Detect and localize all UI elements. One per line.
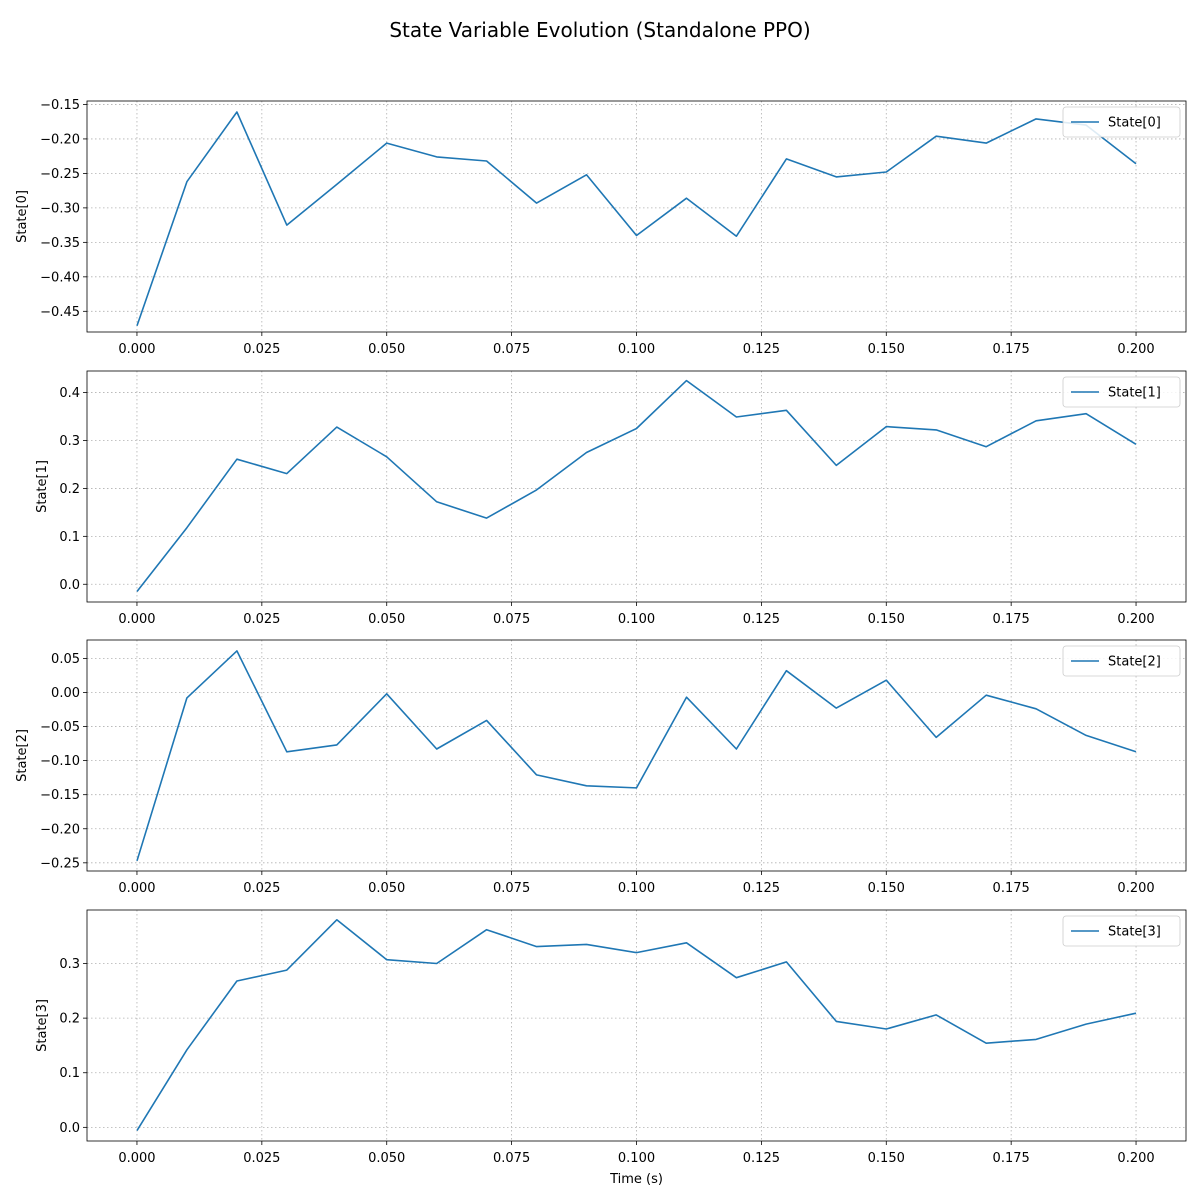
y-tick-label: 0.1 [59, 530, 80, 545]
y-tick-label: −0.10 [40, 754, 80, 769]
x-tick-label: 0.075 [493, 881, 530, 896]
x-tick-label: 0.150 [868, 881, 905, 896]
x-tick-label: 0.125 [743, 612, 780, 627]
legend-box [1062, 915, 1181, 947]
x-tick-label: 0.025 [243, 342, 280, 357]
y-tick-label: 0.2 [59, 1012, 80, 1027]
legend-label: State[1] [1108, 386, 1161, 401]
subplot-2: 0.000 0.025 0.050 0.075 0.100 0.125 0.150 0.175… [15, 639, 1187, 896]
legend-label: State[3] [1108, 925, 1161, 940]
y-tick-label: −0.35 [40, 236, 80, 251]
x-tick-label: 0.050 [368, 1151, 405, 1166]
y-tick-label: 0.0 [59, 578, 80, 593]
x-tick-label: 0.200 [1117, 881, 1154, 896]
x-tick-label: 0.150 [868, 612, 905, 627]
x-tick-label: 0.075 [493, 342, 530, 357]
x-tick-label: 0.200 [1117, 1151, 1154, 1166]
x-tick-label: 0.100 [618, 612, 655, 627]
legend: State[0] [1062, 106, 1181, 138]
legend: State[1] [1062, 376, 1181, 408]
figure-title: State Variable Evolution (Standalone PPO… [389, 18, 811, 42]
y-axis-label: State[2] [15, 729, 30, 782]
x-tick-label: 0.175 [993, 612, 1030, 627]
y-tick-label: 0.0 [59, 1121, 80, 1136]
x-tick-label: 0.050 [368, 612, 405, 627]
x-tick-label: 0.075 [493, 1151, 530, 1166]
y-tick-label: −0.20 [40, 132, 80, 147]
x-tick-label: 0.175 [993, 881, 1030, 896]
y-tick-label: 0.00 [51, 686, 80, 701]
axes-frame [86, 909, 1187, 1142]
y-axis-label: State[1] [35, 460, 50, 513]
y-tick-label: −0.20 [40, 822, 80, 837]
subplot-3: 0.000 0.025 0.050 0.075 0.100 0.125 0.150 0.175… [35, 909, 1187, 1187]
y-tick-label: −0.45 [40, 305, 80, 320]
x-tick-label: 0.150 [868, 342, 905, 357]
x-tick-label: 0.050 [368, 881, 405, 896]
legend-box [1062, 376, 1181, 408]
axes-frame [86, 370, 1187, 603]
legend-box [1062, 106, 1181, 138]
y-tick-label: −0.15 [40, 98, 80, 113]
x-tick-label: 0.175 [993, 342, 1030, 357]
x-tick-label: 0.150 [868, 1151, 905, 1166]
y-tick-label: −0.30 [40, 201, 80, 216]
x-tick-label: 0.100 [618, 342, 655, 357]
x-tick-label: 0.125 [743, 342, 780, 357]
y-tick-label: −0.15 [40, 788, 80, 803]
legend: State[3] [1062, 915, 1181, 947]
y-tick-label: 0.3 [59, 957, 80, 972]
x-tick-label: 0.000 [118, 612, 155, 627]
subplot-1: 0.000 0.025 0.050 0.075 0.100 0.125 0.150 0.175… [35, 370, 1187, 627]
y-tick-label: −0.40 [40, 270, 80, 285]
x-tick-label: 0.175 [993, 1151, 1030, 1166]
x-tick-label: 0.000 [118, 881, 155, 896]
x-tick-label: 0.125 [743, 881, 780, 896]
legend-box [1062, 645, 1181, 677]
x-tick-label: 0.200 [1117, 342, 1154, 357]
x-tick-label: 0.050 [368, 342, 405, 357]
y-tick-label: 0.3 [59, 434, 80, 449]
x-tick-label: 0.100 [618, 881, 655, 896]
y-tick-label: 0.4 [59, 386, 80, 401]
x-tick-label: 0.025 [243, 612, 280, 627]
series-line-State[2] [136, 650, 1137, 862]
x-tick-label: 0.200 [1117, 612, 1154, 627]
y-tick-label: −0.25 [40, 167, 80, 182]
x-axis-label: Time (s) [609, 1172, 663, 1187]
series-line-State[0] [136, 111, 1137, 327]
y-tick-label: 0.05 [51, 652, 80, 667]
axes-frame [86, 639, 1187, 872]
subplot-0: 0.000 0.025 0.050 0.075 0.100 0.125 0.150 0.175… [15, 98, 1187, 357]
y-tick-label: −0.25 [40, 856, 80, 871]
y-axis-label: State[3] [35, 999, 50, 1052]
y-tick-label: −0.05 [40, 720, 80, 735]
x-tick-label: 0.025 [243, 881, 280, 896]
axes-frame [86, 100, 1187, 333]
series-line-State[3] [136, 918, 1137, 1132]
x-tick-label: 0.000 [118, 342, 155, 357]
legend: State[2] [1062, 645, 1181, 677]
y-tick-label: 0.2 [59, 482, 80, 497]
legend-label: State[2] [1108, 655, 1161, 670]
legend-label: State[0] [1108, 116, 1161, 131]
x-tick-label: 0.075 [493, 612, 530, 627]
y-axis-label: State[0] [15, 190, 30, 243]
x-tick-label: 0.125 [743, 1151, 780, 1166]
y-tick-label: 0.1 [59, 1066, 80, 1081]
x-tick-label: 0.000 [118, 1151, 155, 1166]
x-tick-label: 0.025 [243, 1151, 280, 1166]
x-tick-label: 0.100 [618, 1151, 655, 1166]
series-line-State[1] [136, 379, 1137, 592]
